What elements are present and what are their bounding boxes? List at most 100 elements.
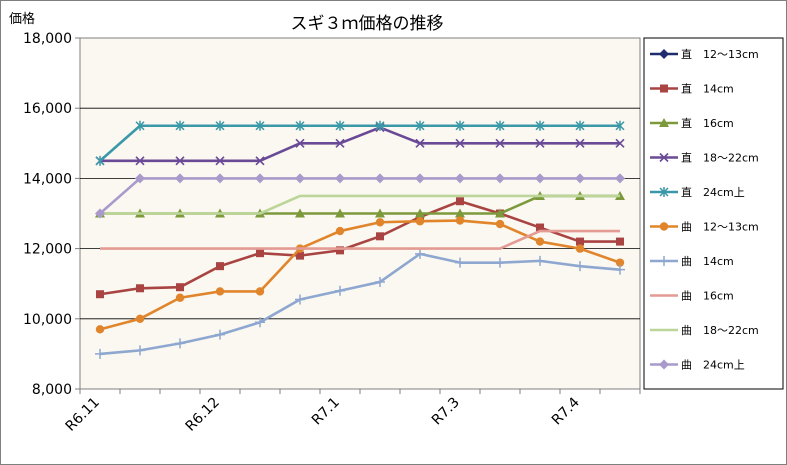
data-point — [495, 173, 505, 184]
y-tick-label: 16,000 — [23, 101, 72, 117]
y-tick-label: 18,000 — [23, 31, 72, 47]
data-point — [375, 120, 385, 131]
data-point — [175, 338, 185, 349]
legend-label: 直 16cm — [681, 116, 734, 130]
data-point — [375, 208, 385, 218]
data-point — [415, 138, 425, 148]
data-point — [335, 208, 345, 218]
legend-label: 曲 14cm — [681, 255, 734, 268]
data-point — [295, 208, 305, 218]
data-point — [215, 329, 225, 340]
y-tick-label: 12,000 — [23, 242, 72, 258]
data-point — [375, 218, 385, 227]
data-point — [415, 120, 425, 131]
data-point — [375, 173, 385, 184]
data-point — [495, 208, 505, 218]
series-line — [99, 177, 620, 215]
data-point — [336, 246, 344, 255]
data-point — [335, 285, 345, 296]
series-line — [99, 219, 621, 331]
series-line — [99, 252, 621, 356]
data-point — [175, 293, 185, 302]
data-point — [455, 120, 465, 131]
legend-label: 直 14cm — [681, 82, 734, 96]
data-point — [255, 317, 265, 328]
data-point — [415, 248, 425, 259]
data-point — [175, 120, 185, 131]
data-point — [616, 237, 624, 246]
legend-item: 曲 12～13cm — [650, 221, 759, 234]
x-axis-ticks: R6.11 R6.12 R7.1 R7.3 R7.4 — [63, 389, 641, 435]
data-point — [615, 138, 625, 148]
data-point — [135, 173, 145, 184]
legend-item: 直 16cm — [650, 116, 734, 130]
legend-label: 曲 12～13cm — [681, 221, 759, 234]
legend-label: 曲 18～22cm — [681, 324, 759, 337]
data-point — [135, 120, 145, 131]
data-point — [335, 138, 345, 148]
data-point — [659, 187, 669, 197]
legend-label: 直 24cm上 — [681, 185, 745, 199]
x-tick-label: R7.3 — [429, 395, 463, 429]
legend-label: 曲 16cm — [681, 290, 734, 303]
data-point — [535, 173, 545, 184]
data-point — [495, 138, 505, 148]
data-point — [536, 223, 544, 232]
series — [95, 122, 625, 166]
legend-item: 曲 24cm上 — [650, 359, 745, 372]
data-point — [215, 173, 225, 184]
legend-label: 曲 24cm上 — [681, 359, 745, 372]
data-point — [295, 294, 305, 305]
data-point — [660, 84, 668, 93]
data-point — [335, 120, 345, 131]
data-point — [296, 251, 304, 260]
series-line — [100, 126, 620, 163]
data-point — [575, 244, 585, 253]
data-point — [615, 120, 625, 131]
data-point — [659, 359, 669, 370]
data-point — [95, 155, 105, 166]
data-point — [659, 118, 669, 127]
series — [95, 216, 625, 334]
data-point — [415, 173, 425, 184]
series — [95, 248, 625, 359]
data-point — [375, 276, 385, 287]
legend-item: 直 18～22cm — [650, 151, 759, 165]
data-point — [255, 156, 265, 166]
legend-label: 直 12～13cm — [681, 47, 759, 61]
data-point — [455, 208, 465, 218]
data-point — [376, 232, 384, 241]
series — [95, 120, 625, 166]
data-point — [136, 284, 144, 293]
data-point — [176, 283, 184, 292]
data-point — [659, 152, 669, 163]
x-tick-label: R7.4 — [549, 394, 583, 428]
data-point — [615, 258, 625, 267]
data-point — [415, 217, 425, 226]
series-line — [99, 124, 620, 162]
series — [95, 173, 625, 219]
data-point — [535, 138, 545, 148]
data-point — [535, 255, 545, 266]
data-point — [215, 287, 225, 296]
data-point — [535, 237, 545, 246]
data-point — [615, 264, 625, 275]
data-point — [456, 197, 464, 206]
data-point — [575, 173, 585, 184]
data-point — [175, 173, 185, 184]
data-point — [135, 314, 145, 323]
data-point — [335, 226, 345, 236]
legend-item: 直 24cm上 — [650, 185, 745, 199]
data-point — [95, 348, 105, 359]
legend-item: 曲 16cm — [650, 290, 734, 303]
chart-title: スギ３ｍ価格の推移 — [291, 14, 444, 34]
series-line — [100, 194, 620, 215]
legend-label: 直 18～22cm — [681, 151, 759, 165]
y-tick-label: 8,000 — [32, 382, 72, 398]
data-point — [255, 173, 265, 184]
series-line — [100, 229, 620, 250]
data-point — [575, 261, 585, 272]
data-point — [659, 256, 669, 266]
